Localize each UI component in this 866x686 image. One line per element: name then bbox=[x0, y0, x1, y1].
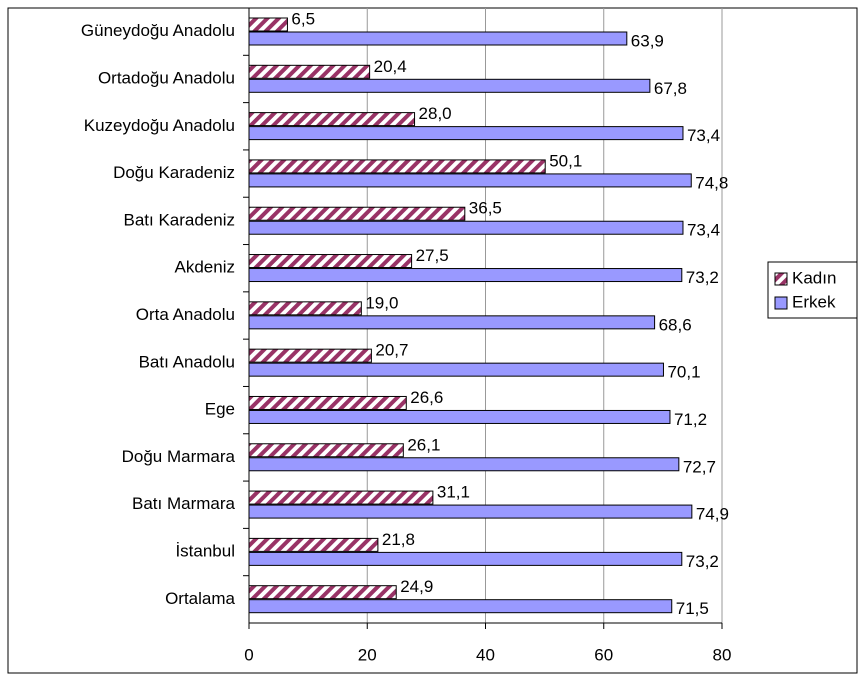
bar bbox=[248, 206, 466, 221]
bar bbox=[248, 585, 397, 600]
value-label: 26,6 bbox=[410, 388, 443, 407]
bar bbox=[248, 504, 693, 519]
value-label: 20,7 bbox=[375, 341, 408, 360]
value-label: 70,1 bbox=[667, 363, 700, 382]
bar bbox=[248, 220, 684, 235]
bar bbox=[248, 551, 683, 566]
x-tick-label: 60 bbox=[594, 645, 613, 664]
x-tick-label: 20 bbox=[358, 645, 377, 664]
bar bbox=[248, 490, 434, 505]
legend-swatch bbox=[774, 296, 788, 310]
bar bbox=[248, 362, 664, 377]
value-label: 67,8 bbox=[654, 79, 687, 98]
value-label: 36,5 bbox=[469, 199, 502, 218]
legend-label: Erkek bbox=[792, 292, 836, 311]
x-tick-label: 40 bbox=[476, 645, 495, 664]
value-label: 6,5 bbox=[291, 9, 315, 28]
legend-label: Kadın bbox=[792, 268, 836, 287]
y-tick-label: Orta Anadolu bbox=[136, 305, 235, 324]
value-label: 24,9 bbox=[400, 577, 433, 596]
value-label: 50,1 bbox=[549, 151, 582, 170]
bar bbox=[248, 173, 692, 188]
value-label: 68,6 bbox=[659, 315, 692, 334]
value-label: 73,2 bbox=[686, 552, 719, 571]
bar bbox=[248, 31, 628, 46]
bar bbox=[248, 78, 651, 93]
value-label: 74,8 bbox=[695, 173, 728, 192]
x-tick-label: 0 bbox=[244, 645, 253, 664]
value-label: 28,0 bbox=[419, 104, 452, 123]
value-label: 73,2 bbox=[686, 268, 719, 287]
bar bbox=[248, 395, 407, 410]
value-label: 20,4 bbox=[374, 57, 407, 76]
y-tick-label: Doğu Karadeniz bbox=[113, 163, 235, 182]
bar bbox=[248, 254, 413, 269]
value-label: 19,0 bbox=[365, 293, 398, 312]
bar bbox=[248, 457, 680, 472]
value-label: 71,2 bbox=[674, 410, 707, 429]
y-tick-label: Kuzeydoğu Anadolu bbox=[84, 116, 235, 135]
bar bbox=[248, 348, 372, 363]
value-label: 21,8 bbox=[382, 530, 415, 549]
bar bbox=[248, 268, 683, 283]
bar bbox=[248, 64, 371, 79]
y-tick-label: İstanbul bbox=[175, 542, 235, 561]
value-label: 71,5 bbox=[676, 599, 709, 618]
value-label: 74,9 bbox=[696, 505, 729, 524]
x-tick-label: 80 bbox=[713, 645, 732, 664]
value-label: 27,5 bbox=[416, 246, 449, 265]
bar bbox=[248, 126, 684, 141]
bar bbox=[248, 159, 546, 174]
bar bbox=[248, 409, 671, 424]
bar bbox=[248, 599, 673, 614]
value-label: 73,4 bbox=[687, 221, 720, 240]
y-tick-label: Batı Karadeniz bbox=[123, 210, 235, 229]
y-tick-label: Doğu Marmara bbox=[122, 447, 236, 466]
bar bbox=[248, 315, 656, 330]
y-tick-label: Ege bbox=[205, 400, 235, 419]
y-tick-label: Ortadoğu Anadolu bbox=[98, 68, 235, 87]
legend-swatch bbox=[774, 272, 788, 286]
bar bbox=[248, 301, 362, 316]
value-label: 73,4 bbox=[687, 126, 720, 145]
value-label: 72,7 bbox=[683, 457, 716, 476]
value-label: 31,1 bbox=[437, 483, 470, 502]
y-tick-label: Batı Marmara bbox=[132, 494, 236, 513]
bar bbox=[248, 17, 288, 32]
bar bbox=[248, 443, 404, 458]
y-tick-label: Güneydoğu Anadolu bbox=[81, 21, 235, 40]
y-tick-label: Batı Anadolu bbox=[139, 352, 235, 371]
value-label: 26,1 bbox=[407, 435, 440, 454]
value-label: 63,9 bbox=[631, 31, 664, 50]
y-tick-label: Ortalama bbox=[165, 589, 235, 608]
bar bbox=[248, 112, 416, 127]
y-tick-label: Akdeniz bbox=[175, 258, 235, 277]
bar bbox=[248, 537, 379, 552]
